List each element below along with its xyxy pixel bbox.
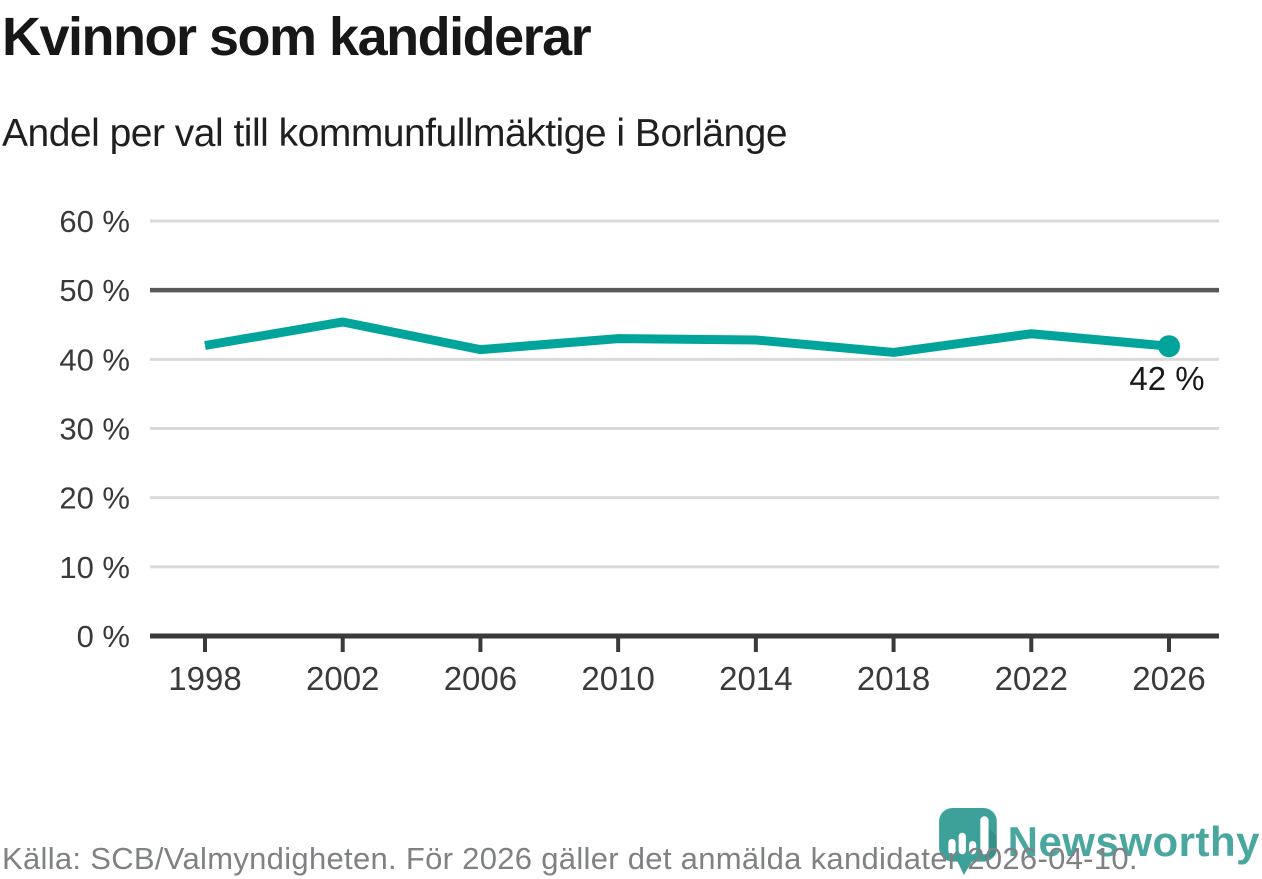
newsworthy-wordmark: Newsworthy <box>1007 818 1260 865</box>
x-tick-label: 1998 <box>168 660 241 697</box>
y-tick-label: 20 % <box>59 481 130 516</box>
chart-subtitle: Andel per val till kommunfullmäktige i B… <box>2 112 788 155</box>
end-point-marker <box>1158 335 1180 358</box>
y-tick-label: 10 % <box>59 550 130 585</box>
y-tick-label: 40 % <box>59 342 130 377</box>
x-tick-label: 2006 <box>444 660 517 697</box>
chart-title: Kvinnor som kandiderar <box>2 7 592 67</box>
source-note: Källa: SCB/Valmyndigheten. För 2026 gäll… <box>2 841 1138 876</box>
y-tick-label: 60 % <box>59 204 130 239</box>
x-tick-label: 2014 <box>719 660 792 697</box>
x-tick-label: 2022 <box>995 660 1068 697</box>
end-point-label: 42 % <box>1129 360 1204 397</box>
newsworthy-bubble-barchart-icon <box>938 808 997 875</box>
x-tick-label: 2026 <box>1132 660 1205 697</box>
y-tick-label: 30 % <box>59 411 130 446</box>
y-tick-label: 50 % <box>59 273 130 308</box>
x-tick-label: 2018 <box>857 660 930 697</box>
y-tick-label: 0 % <box>77 619 130 654</box>
x-tick-label: 2002 <box>306 660 379 697</box>
x-tick-label: 2010 <box>581 660 654 697</box>
data-line <box>204 317 1170 357</box>
newsworthy-logo: Newsworthy <box>938 808 1262 876</box>
